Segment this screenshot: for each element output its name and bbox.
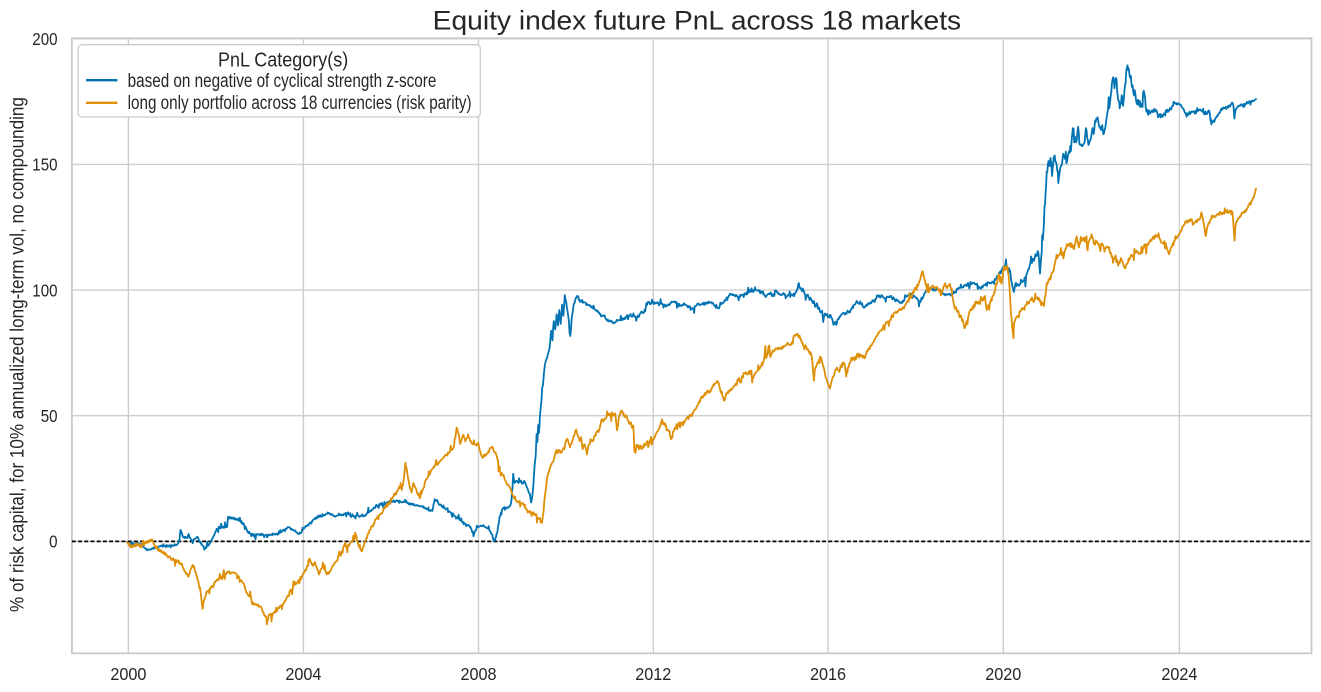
svg-text:2012: 2012 [635, 664, 671, 684]
svg-text:200: 200 [32, 30, 57, 49]
svg-text:% of risk capital, for 10% ann: % of risk capital, for 10% annualized lo… [5, 97, 27, 612]
svg-text:Equity index future PnL across: Equity index future PnL across 18 market… [433, 5, 961, 35]
svg-text:0: 0 [49, 533, 57, 552]
svg-text:2020: 2020 [985, 664, 1021, 684]
svg-text:based on negative of cyclical: based on negative of cyclical strength z… [128, 69, 437, 91]
svg-text:2000: 2000 [110, 664, 146, 684]
svg-text:2004: 2004 [285, 664, 321, 684]
svg-text:long only portfolio across 18: long only portfolio across 18 currencies… [128, 91, 472, 113]
svg-text:2016: 2016 [810, 664, 846, 684]
svg-text:2008: 2008 [460, 664, 496, 684]
svg-text:50: 50 [41, 407, 58, 426]
svg-text:150: 150 [32, 156, 57, 175]
svg-text:2024: 2024 [1161, 664, 1197, 684]
svg-text:100: 100 [32, 281, 57, 300]
svg-text:PnL Category(s): PnL Category(s) [218, 49, 348, 71]
